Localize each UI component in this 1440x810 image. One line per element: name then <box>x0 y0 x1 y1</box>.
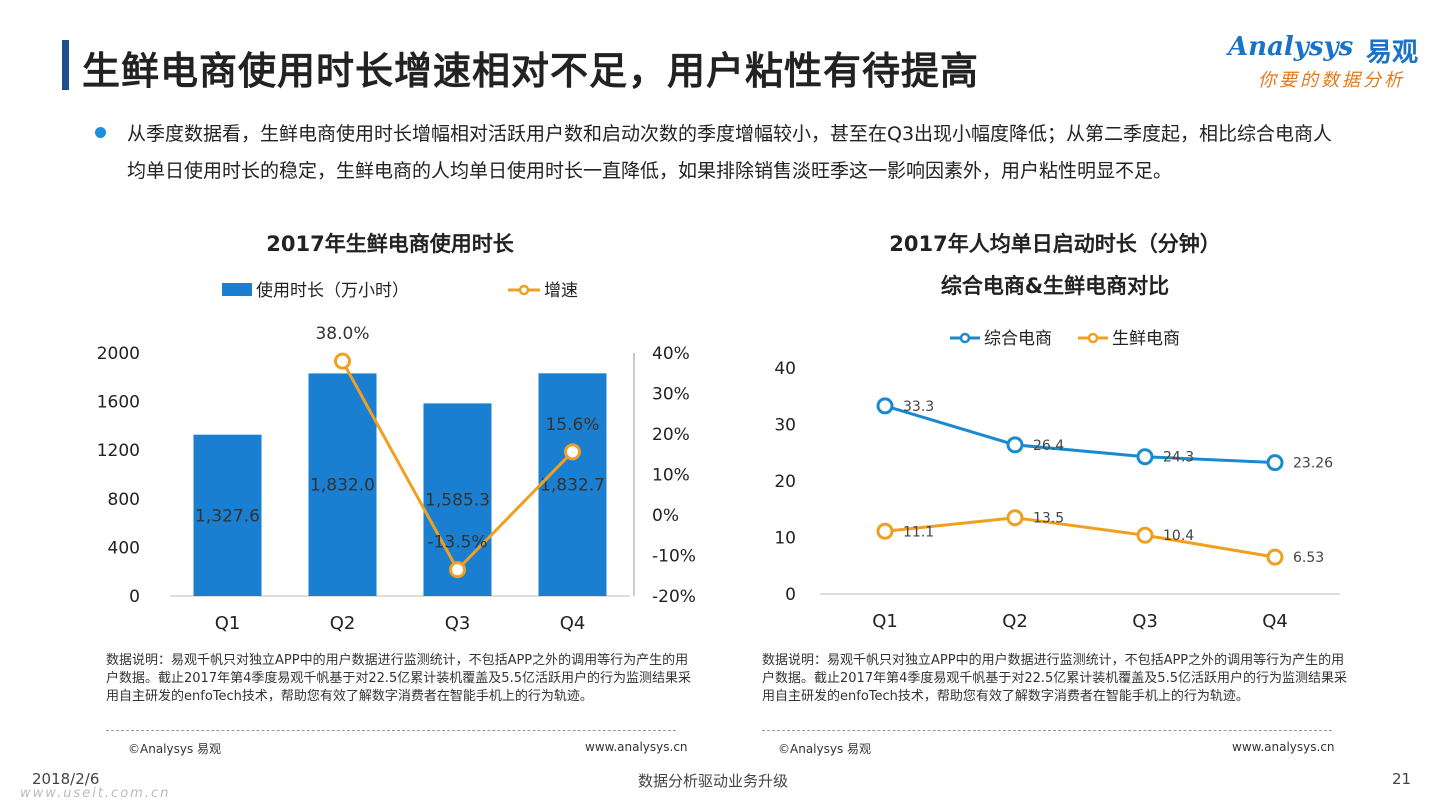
y-tick-right: 10% <box>652 466 690 486</box>
series-label-1: 11.1 <box>903 524 934 540</box>
bullet-icon <box>95 127 106 138</box>
page-number: 21 <box>1392 770 1412 788</box>
series-point-0 <box>1136 448 1154 466</box>
bar <box>538 373 607 596</box>
url-right: www.analysys.cn <box>1232 740 1335 754</box>
y-tick-left: 400 <box>108 538 140 558</box>
series-point-1 <box>1136 526 1154 544</box>
x-tick: Q3 <box>445 613 471 634</box>
growth-label: 38.0% <box>315 324 369 344</box>
source-right: ©Analysys 易观 <box>778 742 872 756</box>
footer-slogan: 数据分析驱动业务升级 <box>638 772 789 790</box>
legend-swatch-usage <box>222 283 252 296</box>
series-label-0: 26.4 <box>1033 438 1064 454</box>
summary-text: 从季度数据看，生鲜电商使用时长增幅相对活跃用户数和启动次数的季度增幅较小，甚至在… <box>127 123 1333 182</box>
y-tick-right: 40% <box>652 344 690 364</box>
growth-point <box>334 352 351 370</box>
y-tick-right: 30% <box>652 385 690 405</box>
series-point-1 <box>1006 509 1024 527</box>
y-tick-left: 1200 <box>97 441 140 461</box>
x-tick: Q4 <box>560 613 586 634</box>
y-tick-right: 20% <box>652 425 690 445</box>
y-tick-right: -20% <box>652 587 696 607</box>
data-note-left: 数据说明：易观千帆只对独立APP中的用户数据进行监测统计，不包括APP之外的调用… <box>106 653 691 704</box>
site-watermark: www.useit.com.cn <box>20 786 171 801</box>
logo-english: Analysys <box>1228 32 1354 62</box>
x-tick: Q1 <box>872 611 898 632</box>
source-left: ©Analysys 易观 <box>128 742 222 756</box>
x-tick: Q4 <box>1262 611 1288 632</box>
legend-marker-1 <box>1087 332 1099 344</box>
bar <box>308 373 377 596</box>
series-label-1: 13.5 <box>1033 511 1064 527</box>
y-tick: 40 <box>774 359 796 379</box>
y-tick: 10 <box>774 529 796 549</box>
page-title: 生鲜电商使用时长增速相对不足，用户粘性有待提高 <box>82 49 980 93</box>
analysys-logo: Analysys 易观 你要的数据分析 <box>1228 32 1418 92</box>
logo-slogan: 你要的数据分析 <box>1258 70 1405 91</box>
growth-label: 15.6% <box>545 415 599 435</box>
series-point-0 <box>1266 454 1284 472</box>
launch-duration-chart: 综合电商 生鲜电商 0 10 20 30 40 Q1 Q2 Q3 Q4 33.3 26.4 24.3 23.… <box>774 329 1340 632</box>
y-tick: 30 <box>774 416 796 436</box>
legend-label-growth: 增速 <box>544 281 578 301</box>
x-tick: Q2 <box>330 613 356 634</box>
series-label-0: 33.3 <box>903 399 934 415</box>
bar-label: 1,585.3 <box>425 491 490 511</box>
y-tick-left: 2000 <box>97 344 140 364</box>
legend-marker-growth <box>518 284 530 296</box>
x-tick: Q2 <box>1002 611 1028 632</box>
series-point-1 <box>1266 548 1284 566</box>
growth-point <box>564 443 581 461</box>
url-left: www.analysys.cn <box>585 740 688 754</box>
divider-right <box>762 730 1332 731</box>
y-tick-right: -10% <box>652 547 696 567</box>
series-label-0: 24.3 <box>1163 450 1194 466</box>
right-chart-title: 2017年人均单日启动时长（分钟） <box>889 232 1221 256</box>
usage-duration-chart: 使用时长（万小时） 增速 0 400 800 1200 1600 2000 -20% -10% 0%… <box>97 280 696 634</box>
legend-label-1: 生鲜电商 <box>1112 329 1180 349</box>
series-line-1 <box>884 516 1276 559</box>
bar-label: 1,832.0 <box>310 476 375 496</box>
growth-label: -13.5% <box>427 533 487 553</box>
y-tick: 0 <box>785 585 796 605</box>
series-point-0 <box>1006 436 1024 454</box>
data-note-right: 数据说明：易观千帆只对独立APP中的用户数据进行监测统计，不包括APP之外的调用… <box>762 653 1347 704</box>
footer-date: 2018/2/6 <box>32 770 100 788</box>
left-chart-title: 2017年生鲜电商使用时长 <box>266 232 514 256</box>
series-label-1: 10.4 <box>1163 528 1194 544</box>
bar <box>193 434 262 596</box>
series-line-0 <box>884 404 1276 465</box>
legend-label-0: 综合电商 <box>984 329 1052 349</box>
divider-left <box>106 730 676 731</box>
y-tick-left: 800 <box>108 490 140 510</box>
x-tick: Q1 <box>215 613 241 634</box>
growth-point <box>449 561 466 579</box>
bar-label: 1,832.7 <box>540 476 605 496</box>
series-label-0: 23.26 <box>1293 456 1333 472</box>
title-accent-bar <box>62 40 69 90</box>
bar-label: 1,327.6 <box>195 506 260 526</box>
x-tick: Q3 <box>1132 611 1158 632</box>
y-tick-right: 0% <box>652 506 679 526</box>
series-point-0 <box>876 397 894 415</box>
legend-label-usage: 使用时长（万小时） <box>256 280 409 301</box>
series-label-1: 6.53 <box>1293 550 1324 566</box>
logo-chinese: 易观 <box>1366 38 1419 68</box>
y-tick: 20 <box>774 472 796 492</box>
series-point-1 <box>876 522 894 540</box>
legend-marker-0 <box>959 332 971 344</box>
y-tick-left: 1600 <box>97 393 140 413</box>
right-chart-subtitle: 综合电商&生鲜电商对比 <box>940 274 1170 298</box>
y-tick-left: 0 <box>129 587 140 607</box>
